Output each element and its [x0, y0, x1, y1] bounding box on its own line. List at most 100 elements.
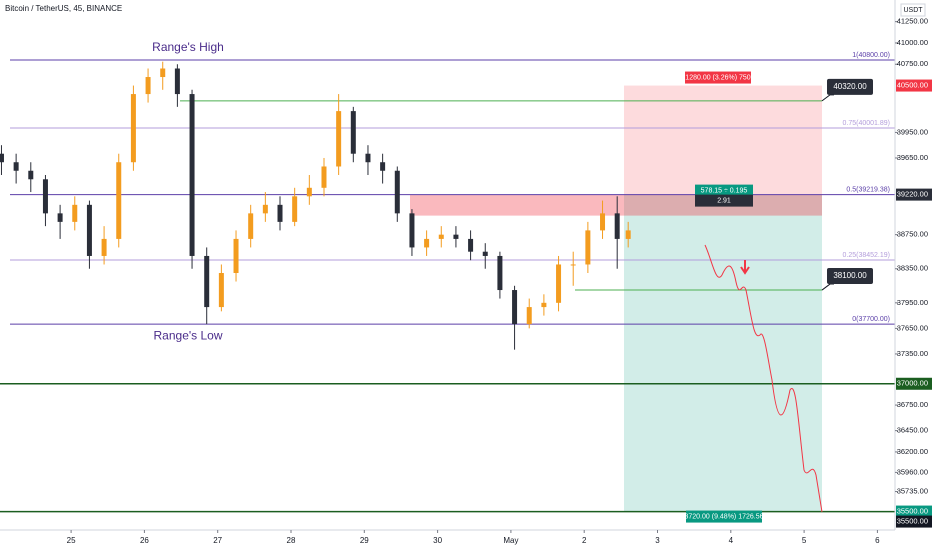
candle-body [556, 264, 562, 303]
x-tick-label: 25 [67, 536, 76, 545]
candle-body [438, 234, 444, 239]
y-tick-label: 38350.00 [897, 264, 928, 273]
fib-label: 0.5(39219.38) [846, 187, 890, 194]
target-zone [624, 194, 822, 512]
entry-zone [410, 194, 822, 216]
candle-body [497, 255, 503, 291]
candle-body [350, 111, 356, 154]
candle-body [174, 68, 180, 95]
candle-body [160, 68, 166, 78]
x-tick-label: 6 [875, 536, 880, 545]
x-tick-label: 27 [213, 536, 222, 545]
y-tick-label: 39650.00 [897, 153, 928, 162]
entry-label-box [695, 184, 753, 197]
y-tick-label: 39950.00 [897, 127, 928, 136]
price-badge-label: 39220.00 [897, 190, 928, 199]
candle-body [189, 94, 195, 256]
price-badge [896, 505, 932, 518]
x-tick-label: 2 [582, 536, 587, 545]
candle-body [248, 213, 254, 239]
x-tick-label: 29 [360, 536, 369, 545]
range-label: Range's High [152, 40, 224, 54]
target-label: 3720.00 (9.48%) 1726.56 [684, 513, 763, 520]
range-label: Range's Low [154, 328, 223, 342]
candle-body [585, 230, 591, 265]
fib-label: 1(40800.00) [852, 52, 890, 59]
y-tick-label: 35960.00 [897, 467, 928, 476]
price-badge-label: 40500.00 [897, 81, 928, 90]
price-badge [896, 188, 932, 201]
candle-body [262, 204, 268, 214]
entry-label: 578.15 ÷ 0.195 [701, 187, 748, 194]
y-tick-label: 36450.00 [897, 426, 928, 435]
candle-body [625, 230, 631, 239]
callout-pointer [821, 283, 834, 291]
candle-body [365, 153, 371, 163]
y-tick-label: 37350.00 [897, 349, 928, 358]
candle-body [233, 238, 239, 273]
candle-body [292, 196, 298, 222]
candle-body [116, 162, 122, 239]
candle-body [482, 251, 488, 256]
candle-body [570, 264, 576, 266]
candle-body [42, 179, 48, 214]
callout-label: 38100.00 [833, 271, 867, 280]
y-tick-label: 36750.00 [897, 400, 928, 409]
candle-body [145, 77, 151, 95]
callout-box [827, 78, 873, 95]
projection-path [704, 244, 823, 513]
candle-body [57, 213, 63, 222]
candle-body [306, 187, 312, 197]
callout-label: 40320.00 [833, 82, 867, 91]
stop-label-box [685, 71, 751, 84]
candle-body [541, 302, 547, 308]
header-title: Bitcoin / TetherUS, 45, BINANCE [5, 4, 122, 13]
y-tick-label: 41000.00 [897, 38, 928, 47]
candle-body [512, 290, 518, 325]
candle-body [424, 238, 430, 248]
candle-body [101, 238, 107, 256]
callout-box [827, 268, 873, 285]
candle-body [468, 238, 474, 252]
target-label-box [686, 510, 762, 523]
fib-label: 0(37700.00) [852, 316, 890, 323]
candle-body [453, 234, 459, 239]
candle-body [130, 94, 136, 163]
price-badge-label: 35500.00 [897, 517, 928, 526]
y-tick-label: 41250.00 [897, 17, 928, 26]
x-tick-label: 28 [287, 536, 296, 545]
candle-body [28, 170, 34, 180]
price-badge-label: 37000.00 [897, 379, 928, 388]
y-tick-label: 37950.00 [897, 298, 928, 307]
candle-body [380, 162, 386, 171]
price-badge [896, 377, 932, 390]
x-tick-label: 30 [433, 536, 442, 545]
x-tick-label: 5 [802, 536, 807, 545]
candle-body [218, 272, 224, 308]
x-tick-label: 4 [729, 536, 734, 545]
x-tick-label: 26 [140, 536, 149, 545]
candle-body [614, 213, 620, 239]
ratio-label: 2.91 [717, 197, 731, 204]
candle-body [204, 255, 210, 308]
arrow-down [740, 260, 750, 275]
x-tick-label: 3 [655, 536, 660, 545]
fib-label: 0.75(40001.89) [843, 120, 890, 127]
candle-body [394, 170, 400, 214]
y-tick-label: 37650.00 [897, 323, 928, 332]
candle-body [277, 204, 283, 222]
y-tick-label: 35735.00 [897, 487, 928, 496]
candle-body [321, 166, 327, 188]
fib-label: 0.25(38452.19) [843, 252, 890, 259]
candle-body [13, 162, 19, 171]
currency-box [900, 3, 926, 17]
x-tick-label: May [503, 536, 518, 545]
ratio-label-box [695, 194, 753, 207]
y-tick-label: 38750.00 [897, 230, 928, 239]
stop-zone [624, 85, 822, 195]
candle-body [526, 307, 532, 325]
y-tick-label: 36200.00 [897, 447, 928, 456]
currency: USDT [903, 7, 923, 14]
